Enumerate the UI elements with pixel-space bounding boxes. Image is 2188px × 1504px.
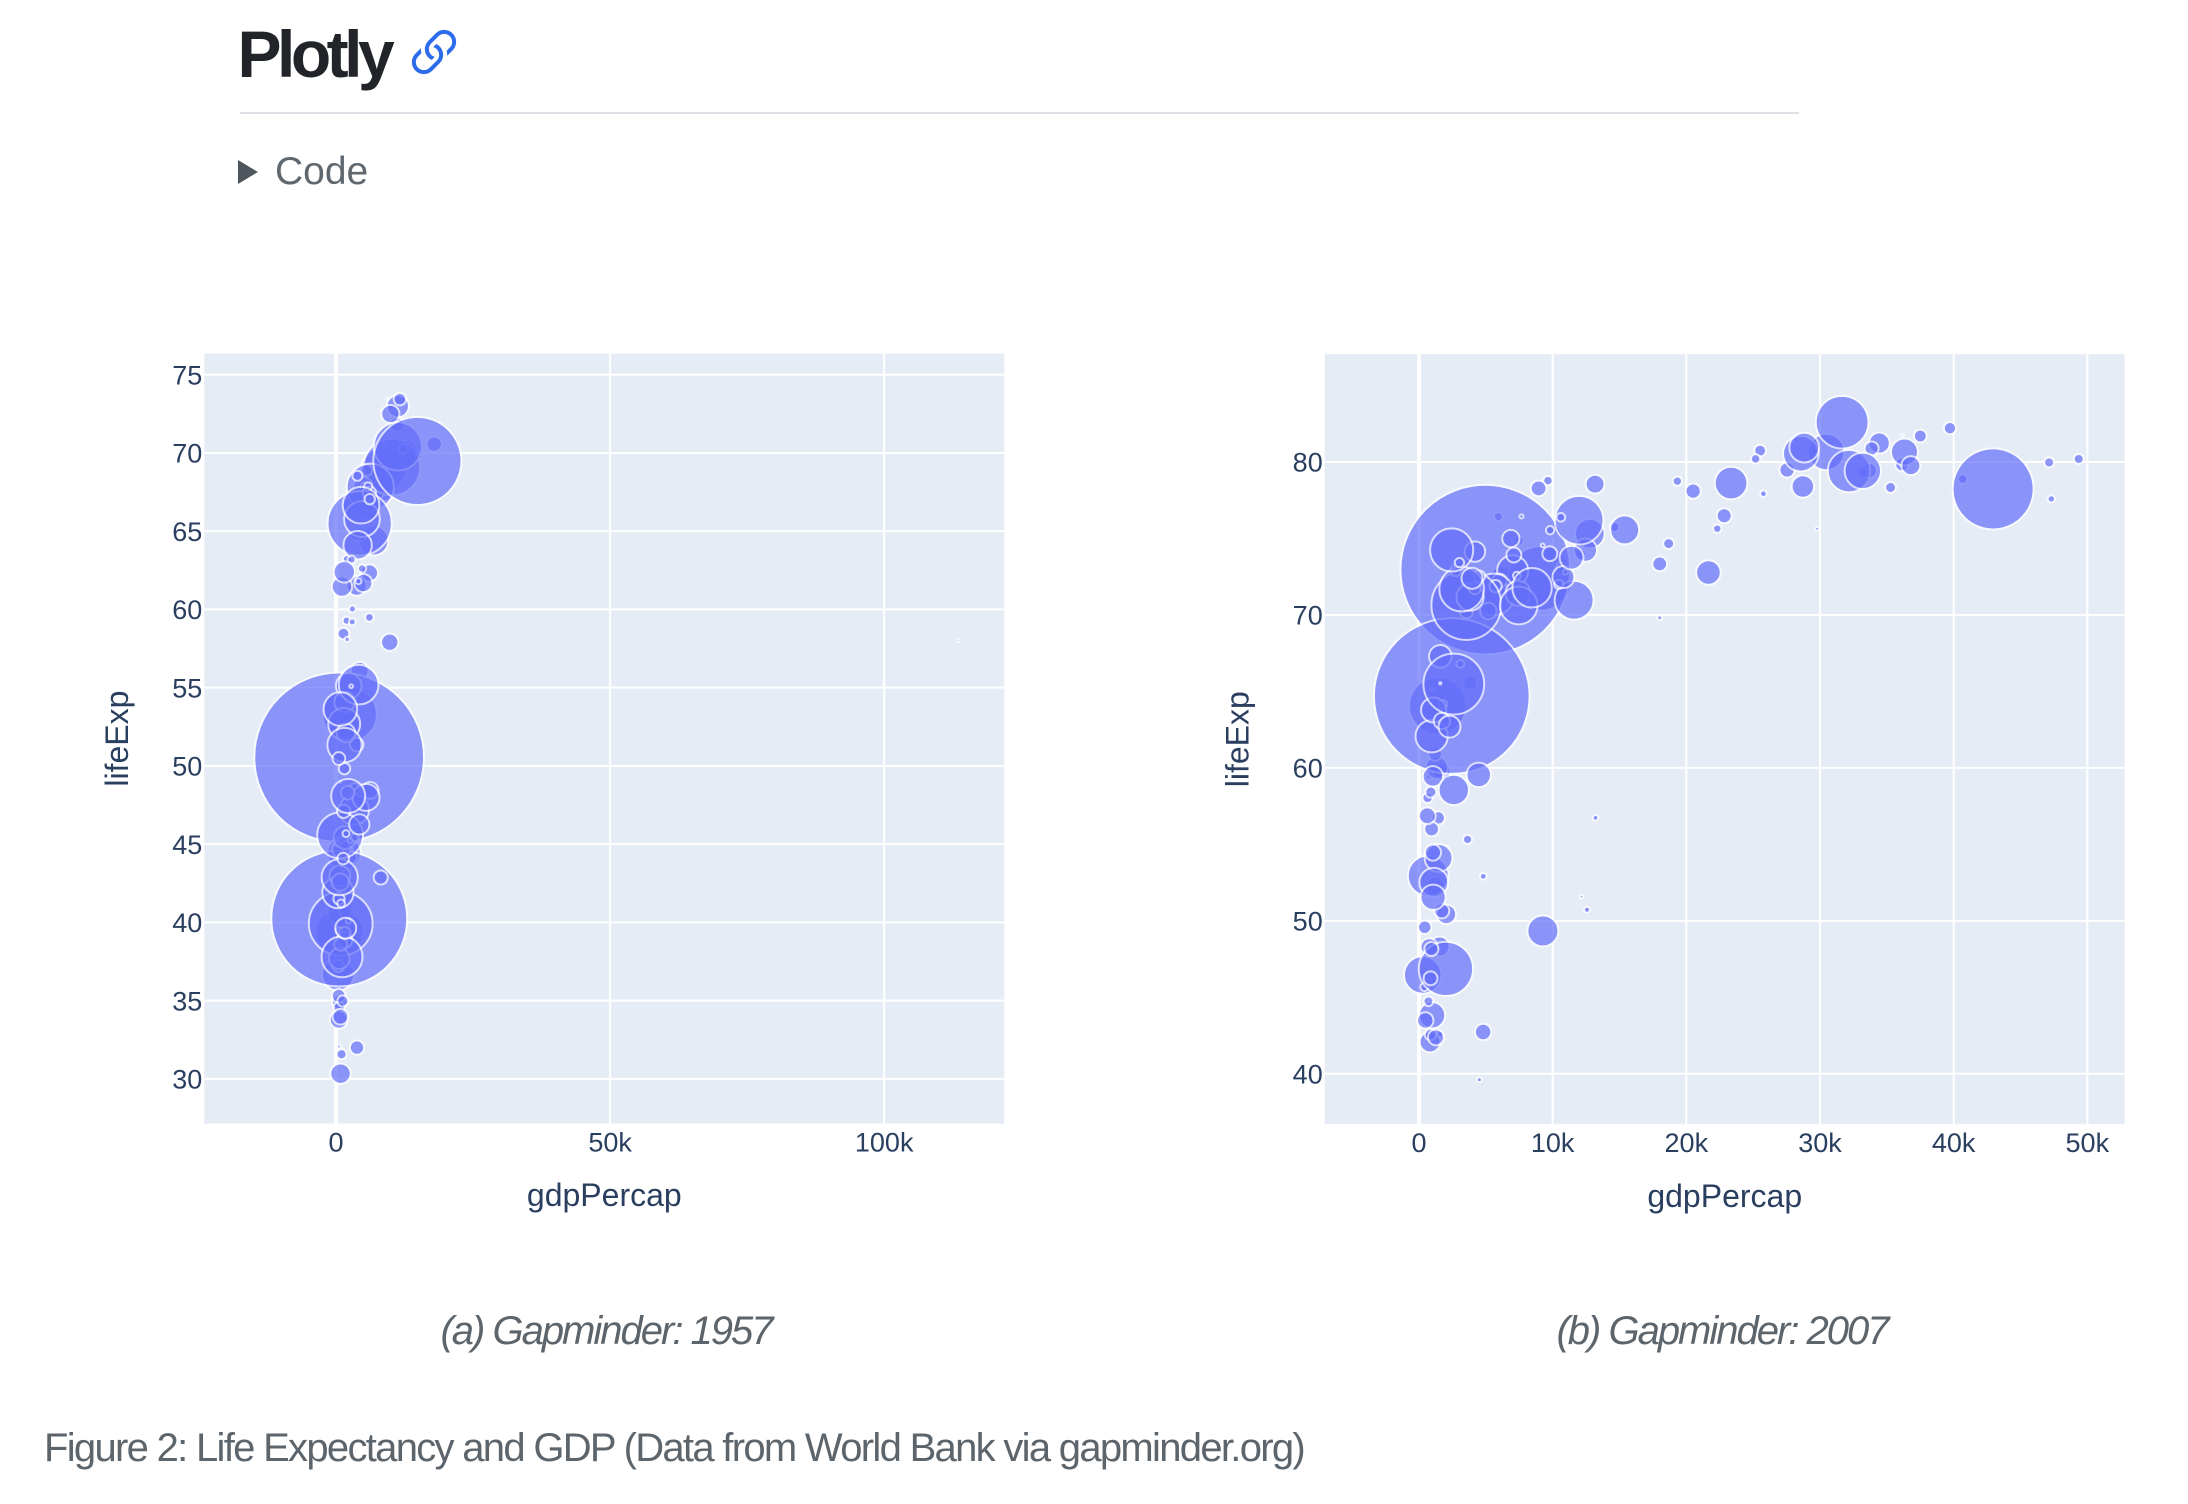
svg-text:60: 60	[1293, 754, 1323, 784]
svg-text:0: 0	[1411, 1128, 1426, 1158]
svg-text:30k: 30k	[1798, 1128, 1842, 1158]
svg-text:30: 30	[172, 1065, 202, 1095]
svg-text:lifeExp: lifeExp	[1219, 691, 1255, 787]
svg-text:55: 55	[172, 673, 202, 703]
svg-text:40k: 40k	[1932, 1128, 1976, 1158]
svg-text:40: 40	[172, 908, 202, 938]
svg-text:50k: 50k	[2066, 1128, 2110, 1158]
svg-text:lifeExp: lifeExp	[99, 691, 135, 787]
svg-text:0: 0	[329, 1128, 344, 1158]
svg-text:50: 50	[1293, 907, 1323, 937]
svg-text:20k: 20k	[1665, 1128, 1709, 1158]
svg-text:gdpPercap: gdpPercap	[1647, 1178, 1802, 1214]
svg-text:50: 50	[172, 752, 202, 782]
svg-text:40: 40	[1293, 1059, 1323, 1089]
svg-text:35: 35	[172, 986, 202, 1016]
svg-text:75: 75	[172, 360, 202, 390]
svg-text:10k: 10k	[1531, 1128, 1575, 1158]
svg-text:50k: 50k	[588, 1128, 632, 1158]
svg-text:gdpPercap: gdpPercap	[527, 1177, 682, 1213]
svg-text:60: 60	[172, 595, 202, 625]
svg-text:65: 65	[172, 517, 202, 547]
svg-text:45: 45	[172, 830, 202, 860]
svg-text:70: 70	[1293, 601, 1323, 631]
svg-text:100k: 100k	[855, 1128, 914, 1158]
svg-text:70: 70	[172, 439, 202, 469]
svg-text:80: 80	[1293, 448, 1323, 478]
